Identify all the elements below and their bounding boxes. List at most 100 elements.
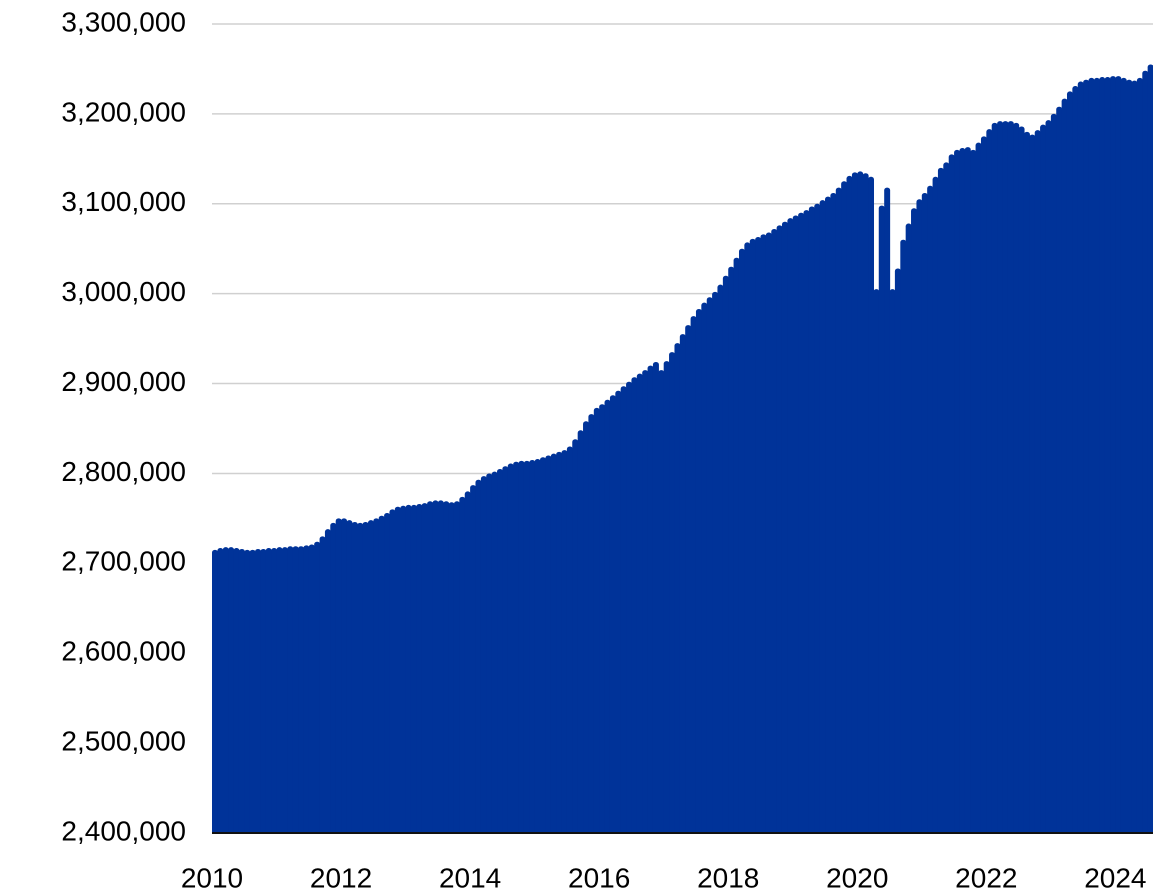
bar	[459, 496, 466, 836]
bar	[443, 501, 450, 836]
bar	[609, 395, 616, 836]
bar	[916, 199, 923, 837]
bar	[367, 520, 374, 836]
bar	[464, 491, 471, 836]
bar	[539, 457, 547, 836]
bar	[636, 373, 643, 836]
bar	[744, 242, 751, 836]
bar	[1023, 131, 1030, 836]
bar	[244, 549, 251, 836]
bar	[260, 548, 267, 836]
y-tick-label: 3,100,000	[61, 186, 186, 217]
y-tick-label: 2,800,000	[61, 456, 186, 487]
bar	[324, 529, 331, 836]
bar	[685, 325, 692, 836]
x-tick-label: 2022	[955, 862, 1017, 893]
bar	[319, 536, 326, 836]
bar	[470, 485, 477, 836]
x-tick-label: 2020	[826, 862, 888, 893]
bar	[523, 460, 530, 836]
bar	[825, 196, 831, 836]
y-tick-label: 2,700,000	[61, 546, 186, 577]
bar	[878, 205, 885, 836]
bar	[378, 515, 385, 836]
bar	[255, 548, 261, 836]
bar	[271, 548, 278, 836]
bar	[862, 173, 869, 836]
bar	[835, 187, 842, 836]
bar	[959, 148, 966, 837]
bar	[787, 218, 794, 836]
bar	[1131, 80, 1138, 836]
bar	[894, 268, 901, 836]
x-tick-label: 2018	[697, 862, 759, 893]
bar	[679, 334, 686, 836]
bar	[760, 234, 767, 837]
bar	[335, 518, 342, 836]
bar	[1136, 77, 1143, 836]
bar	[722, 275, 729, 836]
bar	[222, 547, 229, 836]
bar	[593, 407, 600, 836]
bar	[798, 212, 805, 836]
bar	[948, 154, 955, 837]
bar	[238, 548, 245, 836]
bar	[991, 122, 998, 836]
bar	[588, 414, 595, 836]
bar	[228, 547, 235, 836]
bar	[292, 546, 299, 836]
bar	[905, 223, 912, 836]
bar	[658, 370, 665, 836]
bar	[652, 361, 659, 836]
bar	[529, 459, 536, 836]
bar	[1104, 77, 1111, 837]
bar	[276, 547, 283, 836]
bar	[1126, 79, 1133, 837]
bar	[690, 316, 697, 836]
bar	[873, 289, 880, 836]
bar	[1142, 70, 1149, 836]
bar	[749, 238, 756, 836]
bar	[362, 521, 369, 836]
bar	[384, 512, 391, 836]
bar	[1099, 77, 1106, 837]
bar	[475, 479, 482, 836]
bar	[900, 239, 907, 836]
bar	[1061, 98, 1068, 836]
bar	[577, 430, 584, 836]
bar	[841, 181, 848, 837]
bar	[1002, 121, 1009, 836]
bar	[1045, 120, 1052, 837]
bar	[884, 187, 891, 836]
bar	[776, 225, 783, 837]
bar	[583, 421, 589, 836]
bar	[427, 501, 434, 836]
bar	[599, 404, 606, 836]
bar	[701, 302, 708, 837]
bar	[513, 461, 520, 836]
bar	[308, 544, 315, 836]
bar	[717, 284, 724, 837]
bar	[765, 232, 772, 836]
bar	[663, 361, 670, 836]
bar	[1056, 106, 1063, 837]
bar	[497, 468, 503, 836]
bar	[706, 297, 713, 836]
bar	[217, 548, 224, 836]
bar	[502, 466, 509, 836]
bar	[986, 129, 993, 837]
bar	[712, 291, 719, 836]
bar	[351, 521, 358, 836]
bar	[857, 171, 864, 836]
bar	[400, 505, 407, 836]
bar	[550, 453, 557, 836]
bar	[346, 520, 353, 836]
bar	[970, 149, 977, 836]
x-tick-label: 2014	[439, 862, 501, 893]
bar	[997, 121, 1004, 836]
bar	[647, 365, 654, 836]
bar	[808, 206, 815, 837]
bar	[572, 439, 579, 836]
bar	[491, 471, 498, 836]
bar	[437, 500, 444, 836]
